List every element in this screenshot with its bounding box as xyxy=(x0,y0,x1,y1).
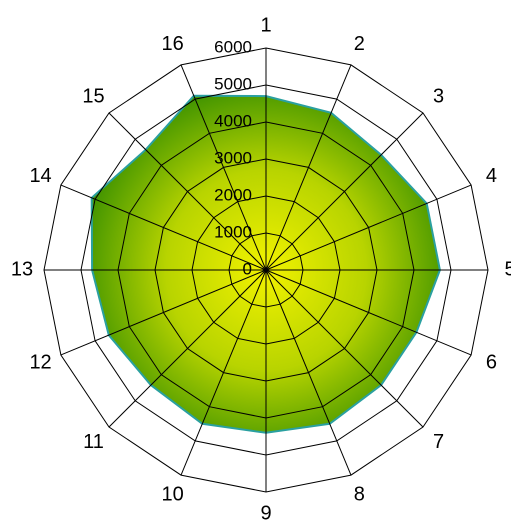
category-label: 4 xyxy=(486,165,497,187)
axis-spoke xyxy=(108,112,267,271)
category-label: 16 xyxy=(162,33,184,55)
category-label: 3 xyxy=(433,86,444,108)
r-tick-label: 1000 xyxy=(214,222,252,241)
axis-spoke xyxy=(180,64,267,271)
axis-spoke xyxy=(265,269,352,476)
axis-spoke xyxy=(265,64,352,271)
axis-spoke xyxy=(60,184,267,271)
category-label: 2 xyxy=(354,33,365,55)
r-tick-label: 0 xyxy=(243,259,252,278)
category-label: 6 xyxy=(486,352,497,374)
category-label: 14 xyxy=(29,165,51,187)
category-label: 12 xyxy=(29,352,51,374)
r-tick-label: 2000 xyxy=(214,185,252,204)
category-label: 8 xyxy=(354,484,365,506)
axis-spoke xyxy=(265,269,424,428)
category-label: 7 xyxy=(433,431,444,453)
axis-spoke xyxy=(60,269,267,356)
axis-spoke xyxy=(265,269,472,356)
category-label: 11 xyxy=(83,431,104,453)
axis-spoke xyxy=(265,112,424,271)
r-tick-label: 5000 xyxy=(214,74,252,93)
r-tick-label: 3000 xyxy=(214,148,252,167)
category-label: 9 xyxy=(260,502,271,524)
category-label: 1 xyxy=(260,14,271,36)
r-tick-label: 4000 xyxy=(214,111,252,130)
r-tick-label: 6000 xyxy=(214,37,252,56)
category-label: 15 xyxy=(82,86,104,108)
axis-spoke xyxy=(108,269,267,428)
category-label: 13 xyxy=(11,258,33,280)
axis-spoke xyxy=(265,184,472,271)
category-label: 10 xyxy=(162,484,184,506)
axis-spoke xyxy=(180,269,267,476)
category-label: 5 xyxy=(504,258,511,280)
